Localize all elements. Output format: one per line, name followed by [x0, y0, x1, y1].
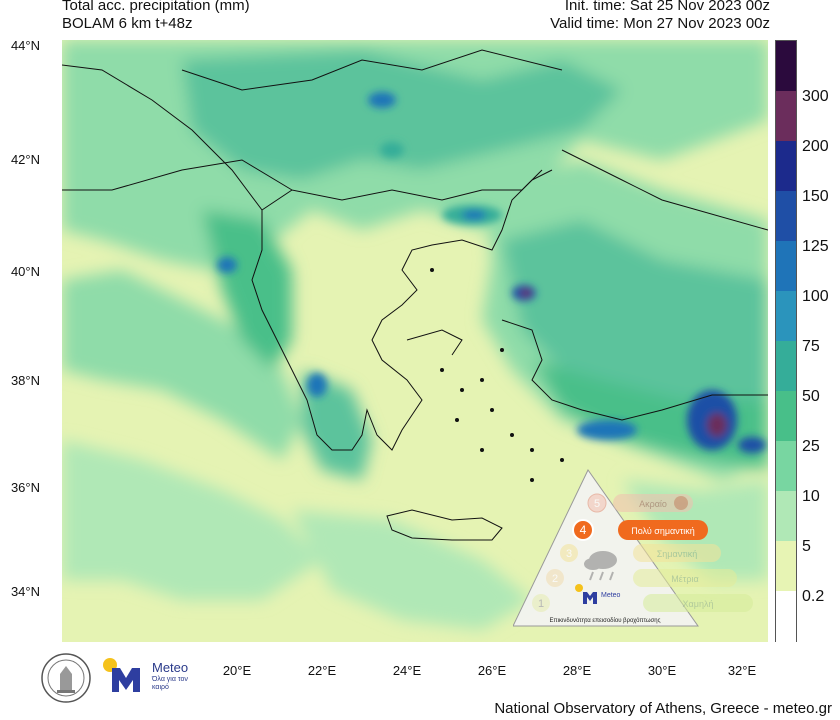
colorbar-label: 50 [802, 388, 820, 405]
lat-label: 36°N [10, 480, 40, 495]
lon-label: 26°E [477, 663, 507, 678]
hazard-level-num: 5 [594, 498, 600, 510]
colorbar-segment [776, 91, 796, 142]
colorbar-label: 200 [802, 138, 829, 155]
meteo-logo-name: Meteo [152, 660, 189, 675]
meteo-logo-icon [103, 658, 140, 692]
precip-field [62, 40, 768, 630]
footer-credit: National Observatory of Athens, Greece -… [494, 700, 832, 717]
hazard-level-num: 4 [580, 523, 587, 537]
colorbar-label: 125 [802, 238, 829, 255]
lat-label: 42°N [10, 152, 40, 167]
colorbar-segment [776, 291, 796, 342]
coastlines [62, 49, 768, 541]
hazard-level-2: 2 Μέτρια [546, 569, 737, 587]
hazard-level-4: 4 Πολύ σημαντική [572, 519, 708, 541]
hazard-level-text: Μέτρια [671, 574, 698, 584]
lon-label: 30°E [647, 663, 677, 678]
lon-label: 22°E [307, 663, 337, 678]
hazard-level-3: 3 Σημαντική [560, 544, 721, 562]
meteo-logo: Meteo Όλα για τον καιρό [102, 656, 192, 696]
colorbar-segment [776, 541, 796, 592]
hazard-legend-panel: 5 Ακραίο 4 Πολύ σημαντική 3 Σημαντική 2 … [513, 469, 753, 627]
colorbar-label: 150 [802, 188, 829, 205]
colorbar [775, 40, 797, 642]
hazard-level-text: Πολύ σημαντική [631, 526, 695, 536]
colorbar-label: 100 [802, 288, 829, 305]
hazard-level-5: 5 Ακραίο [587, 493, 693, 513]
colorbar-label: 10 [802, 488, 820, 505]
hazard-level-text: Χαμηλή [683, 599, 714, 609]
colorbar-label: 5 [802, 538, 811, 555]
colorbar-label: 300 [802, 88, 829, 105]
valid-time: Valid time: Mon 27 Nov 2023 00z [550, 15, 770, 32]
colorbar-segment [776, 491, 796, 542]
model-label: BOLAM 6 km t+48z [62, 15, 193, 32]
map-title: Total acc. precipitation (mm) [62, 0, 250, 14]
colorbar-label: 25 [802, 438, 820, 455]
observatory-seal-icon [41, 653, 91, 703]
init-time: Init. time: Sat 25 Nov 2023 00z [564, 0, 770, 14]
precipitation-map [62, 40, 768, 642]
lat-label: 40°N [10, 264, 40, 279]
meteo-logo-tagline: Όλα για τον καιρό [152, 676, 188, 691]
meteo-small-brand: Meteo [601, 592, 621, 599]
rain-cloud-icon [584, 551, 617, 581]
hazard-level-text: Ακραίο [639, 499, 667, 509]
colorbar-segment [776, 441, 796, 492]
colorbar-label: 0.2 [802, 588, 825, 605]
lat-label: 38°N [10, 373, 40, 388]
hazard-panel-title: Επικινδυνότητα επεισοδίου βροχόπτωσης [550, 617, 661, 624]
colorbar-segment [776, 41, 796, 92]
lon-label: 20°E [222, 663, 252, 678]
hazard-level-text: Σημαντική [657, 549, 698, 559]
lon-label: 28°E [562, 663, 592, 678]
heavy-precip-cores [217, 92, 766, 453]
lat-label: 34°N [10, 584, 40, 599]
lat-label: 44°N [10, 38, 40, 53]
colorbar-segment [776, 591, 796, 642]
lon-label: 32°E [727, 663, 757, 678]
lon-label: 24°E [392, 663, 422, 678]
colorbar-segment [776, 391, 796, 442]
colorbar-segment [776, 141, 796, 192]
hazard-level-num: 1 [538, 598, 544, 610]
hazard-level-num: 3 [566, 548, 572, 560]
colorbar-segment [776, 241, 796, 292]
meteo-small-logo: Meteo [575, 584, 621, 604]
islands [430, 268, 564, 482]
colorbar-segment [776, 341, 796, 392]
colorbar-segment [776, 191, 796, 242]
hazard-level-num: 2 [552, 573, 558, 585]
hazard-level-1: 1 Χαμηλή [532, 594, 753, 612]
colorbar-label: 75 [802, 338, 820, 355]
